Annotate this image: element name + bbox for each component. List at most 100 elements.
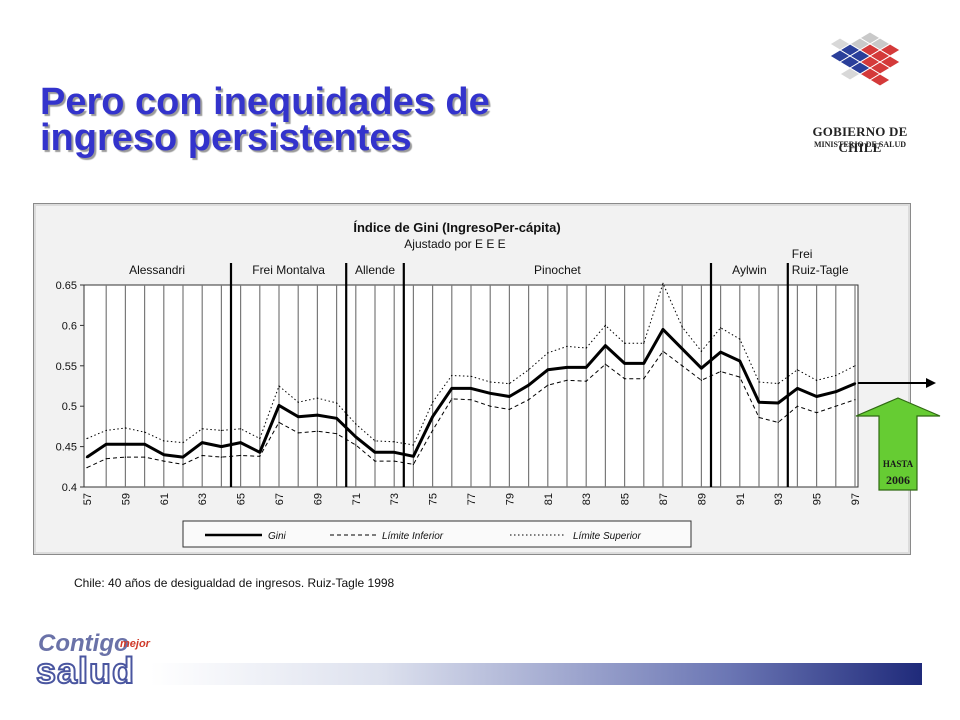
- x-tick-label: 97: [850, 493, 862, 505]
- data-point-0-96: [834, 390, 837, 393]
- title-line-2: ingreso persistentes: [40, 117, 412, 159]
- logo-word-mejor: mejor: [120, 638, 150, 650]
- data-point-1-74: [412, 463, 414, 465]
- gov-chile-cube-icon: [829, 31, 901, 87]
- data-point-2-91: [739, 338, 741, 340]
- data-point-1-95: [816, 412, 818, 414]
- data-point-2-92: [758, 381, 760, 383]
- data-point-2-86: [643, 342, 645, 344]
- data-point-1-80: [528, 399, 530, 401]
- data-point-2-84: [604, 324, 607, 326]
- x-tick-label: 67: [274, 493, 286, 505]
- logo-word-contigo: Contigo: [38, 630, 129, 657]
- period-label: Allende: [355, 263, 395, 277]
- data-point-2-65: [240, 428, 242, 430]
- x-tick-label: 61: [159, 493, 171, 505]
- x-tick-label: 71: [351, 493, 363, 505]
- data-point-1-71: [355, 444, 357, 446]
- badge-label-year: 2006: [886, 473, 910, 487]
- x-tick-label: 73: [389, 493, 401, 505]
- data-point-1-73: [393, 460, 395, 462]
- x-tick-label: 87: [658, 493, 670, 505]
- data-point-0-93: [777, 401, 780, 405]
- legend-label-superior: Límite Superior: [573, 531, 641, 542]
- data-point-1-77: [470, 399, 472, 401]
- title-line-1: Pero con inequidades de: [40, 81, 490, 123]
- gov-subtitle: MINISTERIO DE SALUD: [813, 140, 907, 149]
- data-point-2-68: [297, 401, 299, 403]
- period-label: Aylwin: [732, 263, 766, 277]
- legend-label-inferior: Límite Inferior: [382, 531, 444, 542]
- x-tick-label: 95: [812, 493, 824, 505]
- data-point-2-80: [528, 369, 530, 371]
- data-point-2-87: [662, 282, 664, 284]
- data-point-0-83: [585, 366, 588, 369]
- data-point-0-87: [661, 328, 665, 331]
- data-point-2-74: [412, 444, 414, 446]
- data-point-0-80: [527, 383, 530, 387]
- chart-subtitle: Ajustado por E E E: [404, 237, 505, 251]
- data-point-2-60: [144, 431, 146, 433]
- y-tick-label: 0.65: [56, 280, 77, 292]
- data-point-1-78: [489, 405, 491, 407]
- data-point-1-97: [854, 399, 856, 401]
- data-point-2-76: [451, 374, 453, 377]
- data-point-2-83: [585, 347, 587, 349]
- data-point-1-69: [316, 430, 318, 432]
- data-point-0-94: [796, 387, 799, 390]
- data-point-2-58: [105, 429, 107, 432]
- data-point-2-72: [374, 440, 376, 442]
- chart-caption: Chile: 40 años de desigualdad de ingreso…: [74, 576, 395, 590]
- data-point-0-60: [143, 442, 146, 446]
- data-point-1-81: [547, 384, 549, 386]
- data-point-1-63: [201, 454, 203, 457]
- data-point-1-90: [720, 370, 722, 373]
- hasta-2006-badge: HASTA 2006: [855, 378, 941, 491]
- data-point-2-59: [124, 427, 126, 429]
- x-tick-label: 79: [504, 493, 516, 505]
- data-point-0-76: [450, 387, 453, 390]
- data-point-1-61: [163, 460, 165, 462]
- data-point-2-67: [278, 385, 280, 387]
- data-point-2-73: [393, 441, 395, 443]
- period-label: Frei: [792, 247, 813, 261]
- data-point-2-88: [681, 326, 683, 328]
- data-point-1-58: [105, 458, 107, 460]
- data-point-1-84: [604, 363, 607, 365]
- data-point-1-91: [739, 376, 741, 378]
- data-point-1-62: [182, 463, 184, 465]
- x-tick-label: 83: [581, 493, 593, 505]
- data-point-0-84: [604, 344, 607, 347]
- data-point-0-74: [412, 455, 415, 458]
- data-point-0-63: [201, 441, 204, 444]
- data-point-1-85: [624, 378, 626, 380]
- contigo-mejor-salud-logo: Contigo mejor salud: [35, 626, 166, 692]
- data-point-0-72: [373, 451, 377, 454]
- x-tick-label: 65: [236, 493, 248, 505]
- data-point-1-64: [220, 456, 222, 458]
- data-point-0-57: [85, 455, 89, 459]
- data-point-0-81: [546, 368, 549, 372]
- legend-label-gini: Gini: [268, 531, 287, 542]
- government-logo: GOBIERNO DE CHILE MINISTERIO DE SALUD: [790, 30, 930, 160]
- data-point-1-65: [240, 454, 242, 457]
- logo-word-salud: salud: [35, 649, 136, 692]
- data-point-2-69: [316, 397, 318, 399]
- chart-title: Índice de Gini (IngresoPer-cápita): [353, 220, 560, 235]
- slide-title: Pero con inequidades de ingreso persiste…: [40, 81, 490, 159]
- data-point-0-79: [508, 395, 511, 398]
- data-point-1-60: [144, 456, 146, 458]
- data-point-1-57: [86, 467, 88, 469]
- data-point-0-69: [316, 413, 319, 417]
- data-point-0-68: [297, 415, 300, 418]
- data-point-2-77: [470, 375, 472, 377]
- data-point-1-88: [681, 365, 683, 367]
- axis-labels: 0.4 0.45 0.5 0.55 0.6 0.65 57 59 61 63 65 67 69 71 73 7…: [56, 280, 862, 505]
- period-label: Alessandri: [129, 263, 185, 277]
- data-point-2-81: [547, 352, 549, 354]
- data-point-1-83: [585, 380, 587, 382]
- badge-label-hasta: HASTA: [883, 459, 914, 469]
- data-point-1-94: [796, 405, 799, 407]
- data-point-1-92: [758, 416, 760, 419]
- data-point-0-67: [277, 404, 281, 407]
